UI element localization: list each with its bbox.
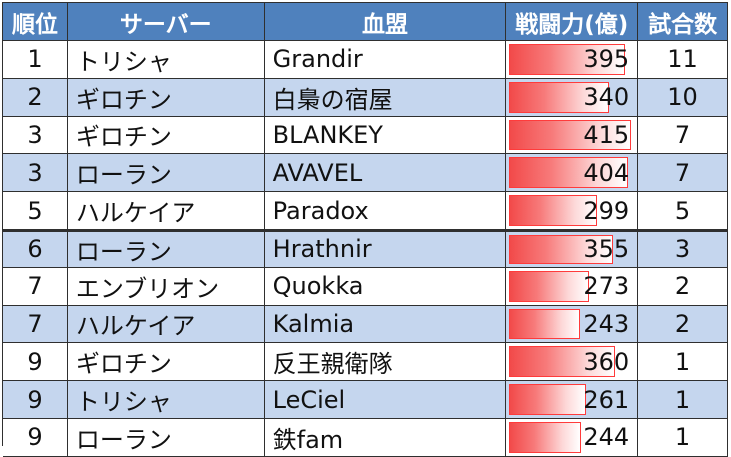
power-cell: 261 xyxy=(506,381,639,419)
rank-cell: 5 xyxy=(3,192,68,230)
guild-cell: BLANKEY xyxy=(264,116,507,155)
power-value: 299 xyxy=(583,196,630,225)
server-cell: ギロチン xyxy=(67,116,265,155)
power-cell: 273 xyxy=(506,267,639,306)
table-row: 7 エンブリオン Quokka 273 2 xyxy=(3,267,728,306)
power-value: 244 xyxy=(583,423,630,452)
power-value: 273 xyxy=(583,272,630,301)
server-cell: ギロチン xyxy=(67,343,265,382)
matches-cell: 1 xyxy=(638,381,728,419)
rank-cell: 3 xyxy=(3,154,68,193)
power-cell: 243 xyxy=(506,305,639,344)
power-bar xyxy=(509,195,598,226)
header-server: サーバー xyxy=(67,3,265,41)
power-value: 360 xyxy=(583,347,630,376)
guild-cell: 反王親衛隊 xyxy=(264,343,507,382)
rank-cell: 2 xyxy=(3,78,68,117)
power-bar xyxy=(509,81,610,113)
header-guild: 血盟 xyxy=(264,3,507,41)
guild-cell: Kalmia xyxy=(264,305,507,344)
table-row: 3 ローラン AVAVEL 404 7 xyxy=(3,154,728,193)
guild-cell: Hrathnir xyxy=(264,231,507,268)
power-cell: 355 xyxy=(506,231,639,268)
matches-cell: 1 xyxy=(638,418,728,457)
matches-cell: 7 xyxy=(638,154,728,193)
power-value: 415 xyxy=(583,120,630,149)
rank-cell: 7 xyxy=(3,305,68,344)
power-value: 243 xyxy=(583,309,630,338)
table-row: 2 ギロチン 白梟の宿屋 340 10 xyxy=(3,78,728,117)
guild-cell: AVAVEL xyxy=(264,154,507,193)
server-cell: トリシャ xyxy=(67,381,265,419)
power-bar xyxy=(509,421,582,453)
power-bar xyxy=(509,234,614,264)
power-bar xyxy=(509,346,616,378)
power-cell: 340 xyxy=(506,78,639,117)
power-bar xyxy=(509,384,587,415)
power-bar xyxy=(509,44,626,75)
matches-cell: 2 xyxy=(638,267,728,306)
rank-cell: 9 xyxy=(3,381,68,419)
server-cell: ローラン xyxy=(67,154,265,193)
power-value: 340 xyxy=(583,83,630,112)
guild-cell: 鉄fam xyxy=(264,418,507,457)
table-row: 9 ローラン 鉄fam 244 1 xyxy=(3,418,728,457)
guild-cell: 白梟の宿屋 xyxy=(264,78,507,117)
matches-cell: 10 xyxy=(638,78,728,117)
table-row: 7 ハルケイア Kalmia 243 2 xyxy=(3,305,728,344)
rank-cell: 7 xyxy=(3,267,68,306)
guild-cell: Grandir xyxy=(264,41,507,79)
power-bar xyxy=(509,157,629,189)
table-row: 1 トリシャ Grandir 395 11 xyxy=(3,41,728,79)
power-cell: 299 xyxy=(506,192,639,230)
table-row: 9 ギロチン 反王親衛隊 360 1 xyxy=(3,343,728,382)
rank-cell: 9 xyxy=(3,343,68,382)
power-cell: 360 xyxy=(506,343,639,382)
power-value: 395 xyxy=(583,45,630,74)
matches-cell: 3 xyxy=(638,231,728,268)
table-row: 5 ハルケイア Paradox 299 5 xyxy=(3,192,728,230)
table-row: 3 ギロチン BLANKEY 415 7 xyxy=(3,116,728,155)
power-bar xyxy=(509,270,590,302)
rank-cell: 3 xyxy=(3,116,68,155)
rank-cell: 1 xyxy=(3,41,68,79)
power-cell: 415 xyxy=(506,116,639,155)
guild-cell: Quokka xyxy=(264,267,507,306)
matches-cell: 2 xyxy=(638,305,728,344)
table-row: 6 ローラン Hrathnir 355 3 xyxy=(3,229,728,268)
power-value: 355 xyxy=(583,235,630,264)
server-cell: トリシャ xyxy=(67,41,265,79)
server-cell: エンブリオン xyxy=(67,267,265,306)
power-value: 404 xyxy=(583,158,630,187)
server-cell: ハルケイア xyxy=(67,192,265,230)
power-cell: 404 xyxy=(506,154,639,193)
power-value: 261 xyxy=(583,385,630,414)
matches-cell: 1 xyxy=(638,343,728,382)
matches-cell: 7 xyxy=(638,116,728,155)
table-body: 1 トリシャ Grandir 395 11 2 ギロチン 白梟の宿屋 340 10 3 ギロチン BLA… xyxy=(3,41,728,457)
matches-cell: 11 xyxy=(638,41,728,79)
guild-cell: LeCiel xyxy=(264,381,507,419)
header-power: 戦闘力(億) xyxy=(506,3,639,41)
table-header: 順位 サーバー 血盟 戦闘力(億) 試合数 xyxy=(3,3,728,41)
rank-cell: 6 xyxy=(3,231,68,268)
rank-cell: 9 xyxy=(3,418,68,457)
header-rank: 順位 xyxy=(3,3,68,41)
server-cell: ギロチン xyxy=(67,78,265,117)
server-cell: ローラン xyxy=(67,231,265,268)
table-row: 9 トリシャ LeCiel 261 1 xyxy=(3,381,728,419)
header-matches: 試合数 xyxy=(638,3,728,41)
power-bar xyxy=(509,308,581,340)
matches-cell: 5 xyxy=(638,192,728,230)
power-cell: 395 xyxy=(506,41,639,79)
guild-cell: Paradox xyxy=(264,192,507,230)
power-cell: 244 xyxy=(506,418,639,457)
power-bar xyxy=(509,119,632,151)
server-cell: ローラン xyxy=(67,418,265,457)
server-cell: ハルケイア xyxy=(67,305,265,344)
